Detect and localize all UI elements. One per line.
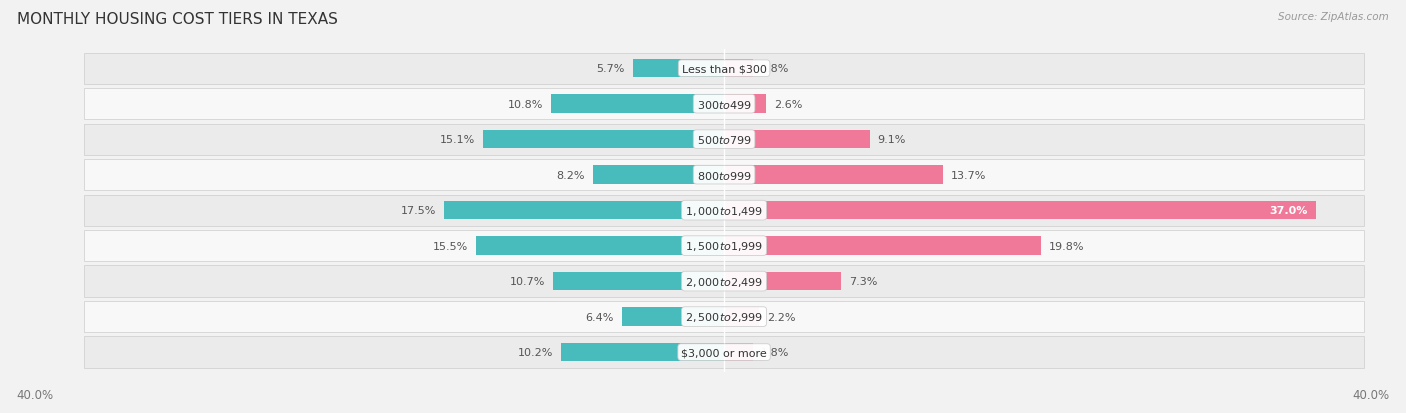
Bar	[84, 124, 1364, 155]
Text: Source: ZipAtlas.com: Source: ZipAtlas.com	[1278, 12, 1389, 22]
Text: 40.0%: 40.0%	[1353, 388, 1389, 401]
Text: $1,500 to $1,999: $1,500 to $1,999	[685, 240, 763, 252]
Text: 1.8%: 1.8%	[761, 347, 789, 357]
Bar	[84, 337, 1364, 368]
Text: 9.1%: 9.1%	[877, 135, 905, 145]
Text: 2.2%: 2.2%	[768, 312, 796, 322]
Text: 7.3%: 7.3%	[849, 276, 877, 287]
Bar	[724, 166, 943, 185]
Bar	[621, 308, 724, 326]
Text: Less than $300: Less than $300	[682, 64, 766, 74]
Text: 10.2%: 10.2%	[517, 347, 553, 357]
Text: 19.8%: 19.8%	[1049, 241, 1084, 251]
Bar	[84, 230, 1364, 261]
Bar	[724, 343, 752, 361]
Text: $3,000 or more: $3,000 or more	[682, 347, 766, 357]
Bar	[84, 195, 1364, 226]
Bar	[84, 301, 1364, 332]
Bar	[551, 95, 724, 114]
Text: 15.5%: 15.5%	[433, 241, 468, 251]
Text: $500 to $799: $500 to $799	[696, 134, 752, 146]
Bar	[444, 202, 724, 220]
Bar	[593, 166, 724, 185]
Bar	[724, 131, 870, 149]
Text: $2,500 to $2,999: $2,500 to $2,999	[685, 310, 763, 323]
Bar	[633, 60, 724, 78]
Bar	[84, 266, 1364, 297]
Bar	[724, 237, 1040, 255]
Bar	[724, 272, 841, 291]
Bar	[553, 272, 724, 291]
Bar	[477, 237, 724, 255]
Text: MONTHLY HOUSING COST TIERS IN TEXAS: MONTHLY HOUSING COST TIERS IN TEXAS	[17, 12, 337, 27]
Text: 6.4%: 6.4%	[585, 312, 614, 322]
Text: 8.2%: 8.2%	[557, 170, 585, 180]
Text: $2,000 to $2,499: $2,000 to $2,499	[685, 275, 763, 288]
Text: 1.8%: 1.8%	[761, 64, 789, 74]
Text: 40.0%: 40.0%	[17, 388, 53, 401]
Text: $300 to $499: $300 to $499	[696, 98, 752, 110]
Text: $800 to $999: $800 to $999	[696, 169, 752, 181]
Text: 5.7%: 5.7%	[596, 64, 624, 74]
Text: 13.7%: 13.7%	[952, 170, 987, 180]
Text: 17.5%: 17.5%	[401, 206, 436, 216]
Bar	[561, 343, 724, 361]
Bar	[724, 308, 759, 326]
Bar	[482, 131, 724, 149]
Text: 10.8%: 10.8%	[508, 100, 543, 109]
Text: $1,000 to $1,499: $1,000 to $1,499	[685, 204, 763, 217]
Bar	[724, 60, 752, 78]
Bar	[84, 89, 1364, 120]
Text: 2.6%: 2.6%	[773, 100, 801, 109]
Bar	[84, 160, 1364, 191]
Text: 37.0%: 37.0%	[1270, 206, 1308, 216]
Text: 10.7%: 10.7%	[509, 276, 546, 287]
Bar	[724, 95, 766, 114]
Text: 15.1%: 15.1%	[439, 135, 475, 145]
Bar	[84, 53, 1364, 85]
Bar	[724, 202, 1316, 220]
